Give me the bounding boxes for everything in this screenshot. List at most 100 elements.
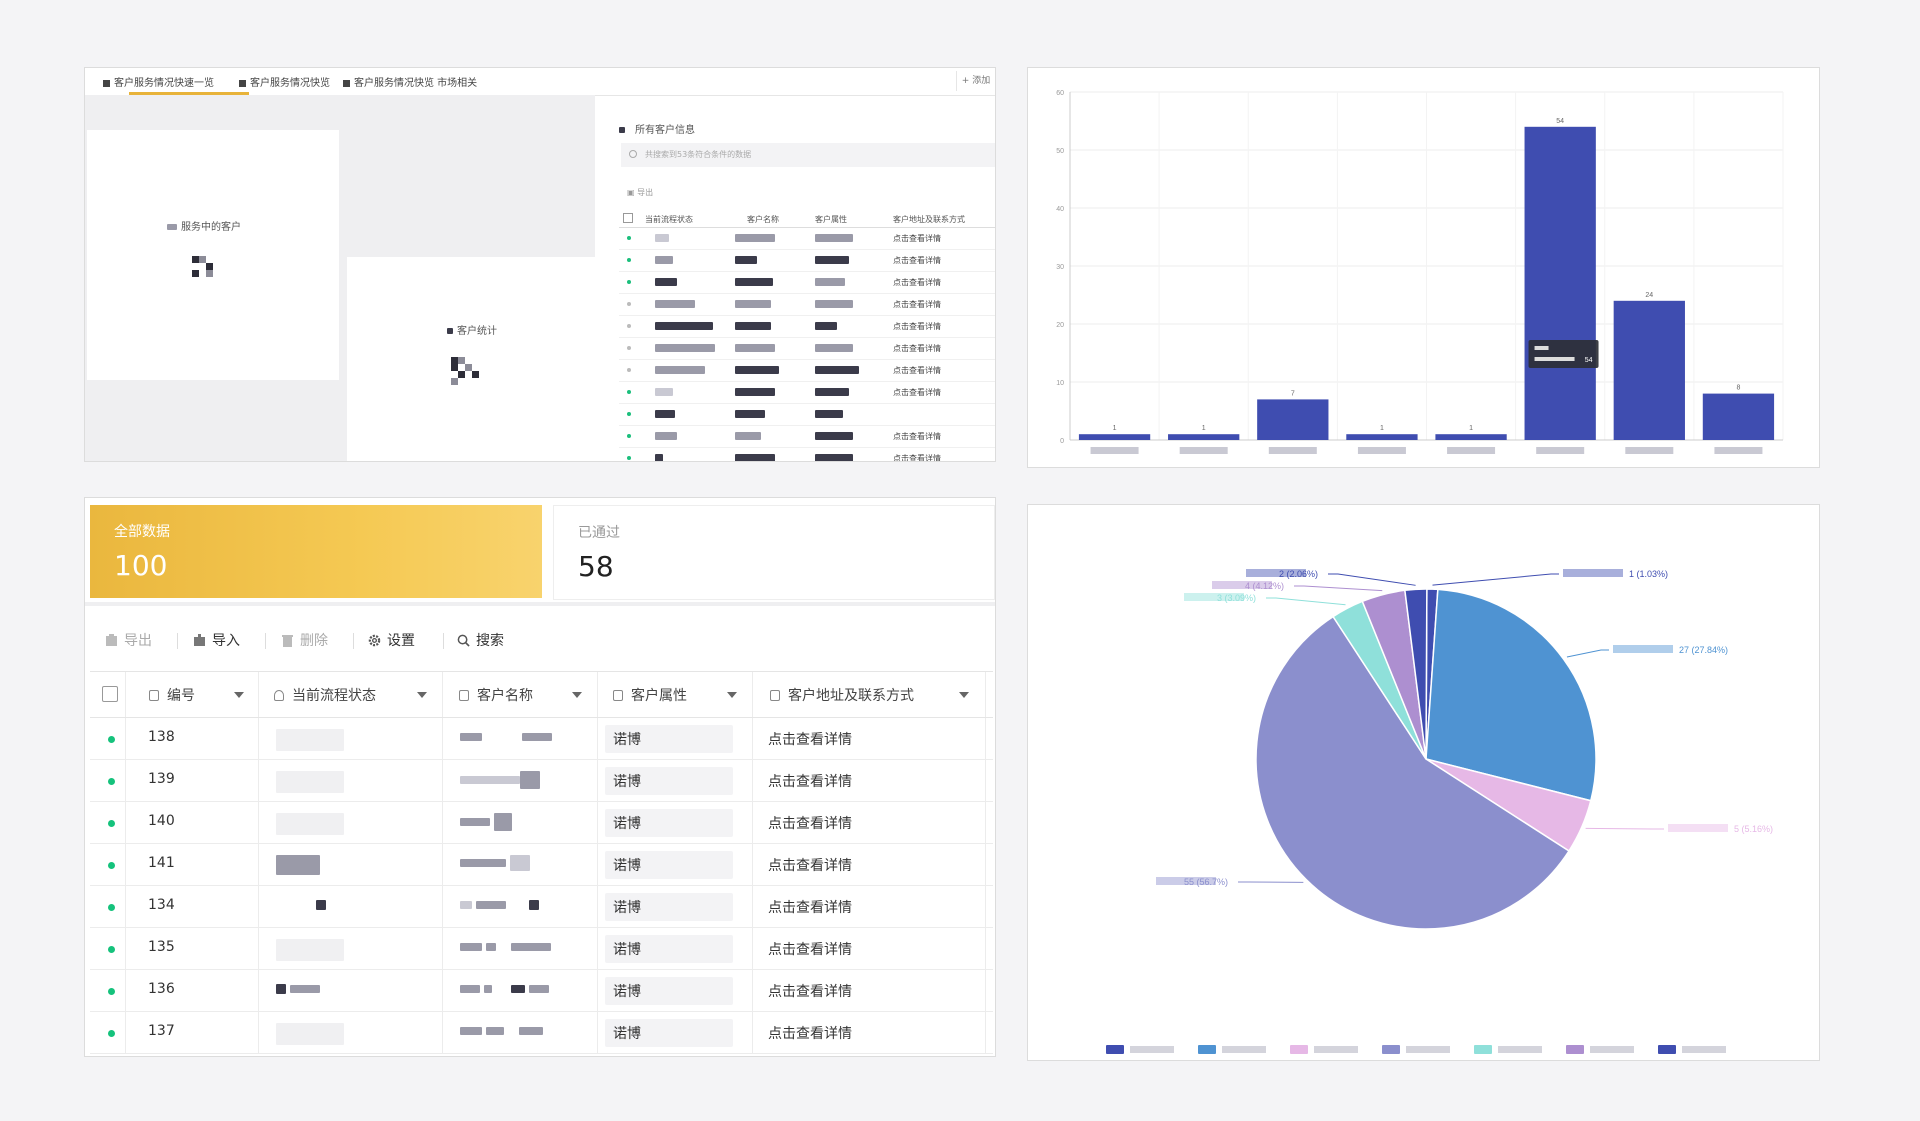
bar-value-label: 1 [1202, 425, 1206, 432]
grid-icon [239, 79, 246, 87]
slice-value-label: 2 (2.06%) [1279, 569, 1318, 579]
tab-market[interactable]: 客户服务情况快览 市场相关 [343, 74, 477, 89]
legend-swatch [1658, 1045, 1676, 1054]
all-data-value: 100 [114, 549, 168, 582]
legend-swatch [1106, 1045, 1124, 1054]
legend-label [1314, 1046, 1358, 1053]
export-button[interactable]: 导出 [105, 630, 152, 650]
select-all-checkbox[interactable] [102, 686, 118, 702]
tab-overview[interactable]: 客户服务情况快速一览 [103, 74, 214, 89]
all-data-label: 全部数据 [114, 524, 170, 540]
table-row[interactable]: 点击查看详情 [619, 294, 995, 316]
serving-customers-card[interactable]: 服务中的客户 [87, 130, 339, 380]
table-row[interactable]: 135 诺博 点击查看详情 [90, 928, 993, 970]
column-header-name[interactable]: 客户名称 [459, 685, 533, 705]
x-tick-label [1357, 447, 1406, 454]
x-tick-label [1268, 447, 1317, 454]
gear-icon [368, 634, 381, 647]
table-row[interactable]: 138 诺博 点击查看详情 [90, 718, 993, 760]
view-details-link[interactable]: 点击查看详情 [768, 1026, 852, 1042]
select-all-checkbox[interactable] [623, 213, 633, 223]
table-row[interactable]: 139 诺博 点击查看详情 [90, 760, 993, 802]
card-title: 服务中的客户 [181, 222, 241, 233]
view-details-link[interactable]: 点击查看详情 [768, 900, 852, 916]
customer-table: 编号 当前流程状态 客户名称 客户属性 客户地址及联系方式 138 诺博 点击查… [90, 671, 993, 1054]
search-button[interactable]: 搜索 [457, 630, 504, 650]
column-header-status[interactable]: 当前流程状态 [274, 685, 376, 705]
mini-export-button[interactable]: ▣ 导出 [627, 188, 654, 197]
x-tick-label [1714, 447, 1763, 454]
table-row[interactable]: 点击查看详情 [619, 360, 995, 382]
table-row[interactable]: 136 诺博 点击查看详情 [90, 970, 993, 1012]
pie-chart: 1 (1.03%) 27 (27.84%) 5 (5.16%) 55 (56.7%) 3… [1106, 569, 1773, 1054]
status-dot [108, 736, 115, 743]
passed-card[interactable]: 已通过 58 [553, 505, 995, 600]
settings-button[interactable]: 设置 [368, 630, 415, 650]
view-details-link[interactable]: 点击查看详情 [768, 732, 852, 748]
import-button[interactable]: 导入 [193, 630, 240, 650]
table-row[interactable]: 140 诺博 点击查看详情 [90, 802, 993, 844]
slice-name-label [1184, 593, 1244, 601]
table-row[interactable]: 点击查看详情 [619, 382, 995, 404]
table-row[interactable]: 点击查看详情 [619, 426, 995, 448]
passed-value: 58 [578, 550, 614, 583]
tab-quick-view[interactable]: 客户服务情况快览 [239, 74, 330, 89]
grid-icon [103, 79, 110, 87]
table-row[interactable]: 141 诺博 点击查看详情 [90, 844, 993, 886]
image-icon [459, 690, 469, 701]
bar-value-label: 1 [1113, 425, 1117, 432]
delete-button[interactable]: 删除 [281, 630, 328, 650]
toolbar-separator [353, 633, 354, 649]
chevron-down-icon[interactable] [417, 692, 427, 698]
customer-stats-card[interactable]: 客户统计 [347, 257, 599, 461]
column-header-address[interactable]: 客户地址及联系方式 [770, 685, 914, 705]
grid-icon [343, 79, 350, 87]
calendar-icon [149, 690, 159, 701]
customer-list-widget: 所有客户信息 共搜索到53条符合条件的数据 ▣ 导出 当前流程状态 客户名称 客… [605, 103, 995, 461]
view-details-link[interactable]: 点击查看详情 [768, 816, 852, 832]
view-details-link[interactable]: 点击查看详情 [768, 858, 852, 874]
add-tab-button[interactable]: + 添加 [956, 71, 995, 91]
chevron-down-icon[interactable] [234, 692, 244, 698]
slice-value-label: 1 (1.03%) [1629, 569, 1668, 579]
bar [1346, 434, 1418, 440]
x-tick-label [1536, 447, 1585, 454]
pie-slice [1404, 588, 1428, 760]
bar-value-label: 1 [1380, 425, 1384, 432]
table-row[interactable]: 点击查看详情 [619, 316, 995, 338]
view-details-link[interactable]: 点击查看详情 [768, 774, 852, 790]
leader-line [1294, 585, 1383, 592]
mini-table: 当前流程状态 客户名称 客户属性 客户地址及联系方式 点击查看详情 点击查看详情… [619, 209, 995, 461]
table-row[interactable]: 点击查看详情 [619, 448, 995, 461]
view-details-link[interactable]: 点击查看详情 [768, 984, 852, 1000]
y-tick-label: 60 [1056, 90, 1064, 97]
chevron-down-icon[interactable] [572, 692, 582, 698]
status-dot [108, 946, 115, 953]
toolbar-separator [443, 633, 444, 649]
table-row[interactable] [619, 404, 995, 426]
x-tick-label [1179, 447, 1228, 454]
slice-name-label [1246, 569, 1306, 577]
column-header-attr[interactable]: 客户属性 [613, 685, 687, 705]
y-tick-label: 10 [1056, 380, 1064, 387]
all-data-card[interactable]: 全部数据 100 [90, 505, 542, 598]
table-row[interactable]: 点击查看详情 [619, 338, 995, 360]
status-dot [108, 778, 115, 785]
chevron-down-icon[interactable] [959, 692, 969, 698]
view-details-link[interactable]: 点击查看详情 [768, 942, 852, 958]
select-icon [613, 690, 623, 701]
column-header-id[interactable]: 编号 [149, 685, 195, 705]
table-row[interactable]: 点击查看详情 [619, 250, 995, 272]
table-row[interactable]: 点击查看详情 [619, 228, 995, 250]
table-row[interactable]: 137 诺博 点击查看详情 [90, 1012, 993, 1054]
mini-search-input[interactable]: 共搜索到53条符合条件的数据 [621, 143, 995, 167]
leader-line [1266, 597, 1346, 606]
x-tick-label [1625, 447, 1674, 454]
y-tick-label: 50 [1056, 148, 1064, 155]
status-dot [108, 862, 115, 869]
table-row[interactable]: 134 诺博 点击查看详情 [90, 886, 993, 928]
chevron-down-icon[interactable] [727, 692, 737, 698]
dashboard-preview: 客户服务情况快速一览 客户服务情况快览 客户服务情况快览 市场相关 + 添加 服… [84, 67, 996, 462]
table-row[interactable]: 点击查看详情 [619, 272, 995, 294]
list-title: 所有客户信息 [635, 125, 695, 136]
